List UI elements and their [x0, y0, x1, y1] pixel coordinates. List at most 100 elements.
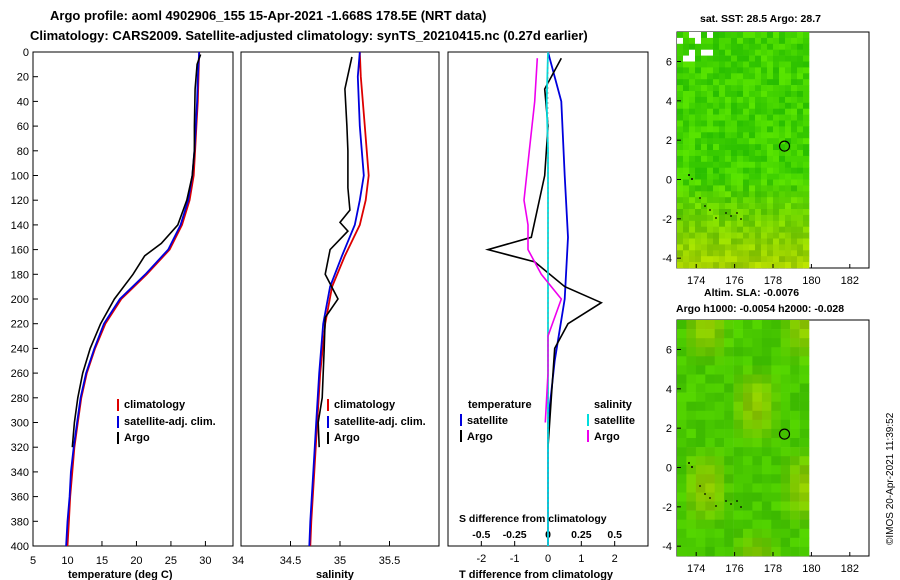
map-cell	[797, 167, 804, 174]
map-cell	[791, 226, 798, 233]
map-cell	[790, 356, 800, 366]
map-cell	[780, 338, 791, 348]
map-cell	[773, 61, 780, 68]
map-cell	[752, 537, 763, 548]
sla-map-ticks: 174 176 178 180 182 6 4 2 0 -2 -4	[662, 345, 859, 576]
map-cell	[725, 114, 732, 121]
map-cell	[695, 155, 702, 163]
map-cell	[779, 32, 786, 39]
map-cell	[767, 161, 774, 168]
map-cell	[791, 197, 798, 204]
map-cell	[785, 120, 792, 127]
depth-tick-label: 100	[11, 171, 29, 183]
map-cell	[749, 214, 756, 222]
map-cell	[779, 220, 786, 227]
map-cell	[779, 150, 786, 157]
map-cell	[689, 85, 696, 92]
map-cell	[714, 410, 725, 421]
map-cell	[761, 428, 772, 439]
map-cell	[785, 96, 792, 104]
map-cell	[705, 338, 715, 348]
map-cell	[713, 79, 720, 86]
map-cell	[767, 238, 774, 245]
map-cell	[767, 214, 774, 222]
map-cell	[733, 501, 744, 511]
map-cell	[713, 209, 720, 216]
map-cell	[737, 250, 744, 257]
map-cell	[771, 428, 781, 439]
map-cell	[791, 150, 798, 157]
map-cell	[797, 126, 804, 133]
map-cell	[761, 338, 772, 348]
map-y-tick-label: 2	[666, 135, 672, 147]
map-cell	[695, 150, 702, 157]
map-cell	[707, 132, 714, 139]
map-cell	[752, 374, 763, 384]
map-cell	[677, 144, 684, 151]
map-cell	[803, 102, 810, 109]
map-cell	[719, 244, 726, 251]
map-cell	[705, 447, 715, 457]
map-cell	[767, 73, 774, 80]
map-cell	[701, 226, 708, 233]
map-cell	[743, 492, 753, 502]
map-cell	[761, 197, 768, 204]
map-cell	[773, 132, 780, 139]
map-cell	[737, 203, 744, 210]
map-cell	[677, 120, 684, 127]
map-cell	[695, 244, 702, 251]
depth-tick-label: 160	[11, 245, 29, 257]
map-cell	[752, 392, 763, 402]
map-cell	[761, 238, 768, 245]
map-cell	[761, 410, 772, 421]
map-cell	[701, 256, 708, 263]
map-cell	[780, 392, 791, 402]
map-cell	[707, 238, 714, 245]
x-tick-label: 34	[232, 555, 244, 567]
map-cell	[743, 161, 750, 168]
map-cell	[799, 474, 810, 484]
map-cell	[799, 465, 810, 475]
map-cell	[713, 256, 720, 263]
map-cell	[785, 256, 792, 263]
map-cell	[773, 150, 780, 157]
sla-coastline	[688, 462, 742, 508]
map-cell	[779, 167, 786, 174]
map-cell	[725, 262, 732, 269]
map-cell	[731, 238, 738, 245]
map-cell	[719, 179, 726, 186]
map-cell	[752, 546, 763, 557]
map-cell	[761, 155, 768, 163]
map-cell	[714, 419, 725, 430]
map-cell	[780, 528, 791, 539]
map-cell	[743, 232, 750, 239]
map-cell	[803, 43, 810, 50]
map-cell	[701, 91, 708, 98]
map-cell	[743, 173, 750, 180]
map-cell	[701, 114, 708, 121]
map-cell	[761, 209, 768, 216]
map-cell	[731, 220, 738, 227]
map-cell	[749, 102, 756, 109]
map-cell	[799, 356, 810, 366]
map-cell	[771, 383, 781, 393]
map-cell	[689, 49, 696, 56]
map-cell	[749, 173, 756, 180]
map-cell	[714, 546, 725, 557]
map-cell	[755, 67, 762, 74]
map-cell	[799, 383, 810, 393]
map-cell	[677, 150, 684, 157]
map-cell	[767, 55, 774, 62]
map-cell	[761, 214, 768, 222]
map-cell	[733, 410, 744, 421]
map-cell	[686, 546, 697, 557]
map-cell	[752, 338, 763, 348]
imos-watermark: ©IMOS 20-Apr-2021 11:39:52	[885, 412, 896, 545]
map-cell	[683, 155, 690, 163]
map-cell	[701, 250, 708, 257]
map-cell	[713, 114, 720, 121]
map-cell	[767, 256, 774, 263]
map-cell	[749, 167, 756, 174]
map-cell	[767, 43, 774, 50]
map-cell	[779, 108, 786, 115]
